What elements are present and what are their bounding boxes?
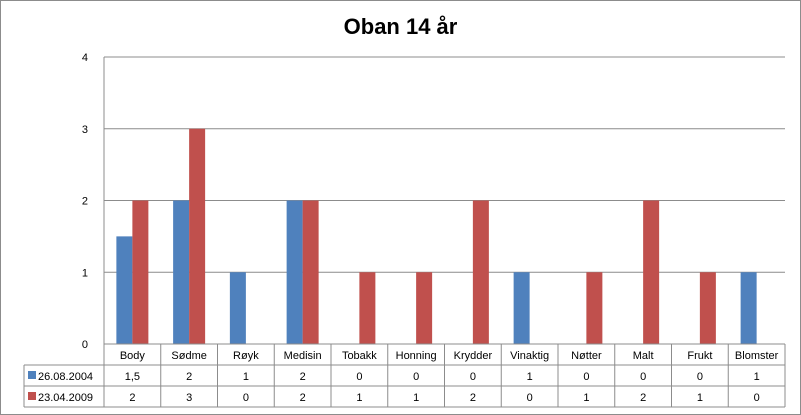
y-tick-label: 3 [82, 124, 88, 136]
bar-1-Medisin [286, 200, 303, 344]
gridlines [103, 56, 785, 345]
bar-2-Medisin [302, 200, 319, 344]
category-label: Medisin [284, 350, 322, 362]
table-cell-value: 1 [356, 392, 362, 404]
y-tick-label: 1 [82, 267, 88, 279]
y-axis-ticks: 0 1 2 3 4 [82, 52, 88, 351]
chart-title: Oban 14 år [343, 14, 458, 39]
bar-2-Malt [643, 200, 660, 344]
table-cell-value: 0 [527, 392, 533, 404]
category-label: Honning [396, 350, 437, 362]
category-label: Frukt [687, 350, 712, 362]
category-label: Body [120, 350, 146, 362]
table-cell-value: 3 [186, 392, 192, 404]
table-cell-value: 2 [300, 371, 306, 383]
category-label: Sødme [171, 350, 206, 362]
legend-key-2 [28, 392, 36, 400]
bar-1-Blomster [740, 272, 757, 344]
table-cell-value: 1,5 [125, 371, 140, 383]
category-label: Krydder [454, 350, 493, 362]
table-cell-value: 2 [129, 392, 135, 404]
category-label: Blomster [735, 350, 779, 362]
table-cell-value: 0 [470, 371, 476, 383]
table-cell-value: 1 [413, 392, 419, 404]
bar-2-Tobakk [359, 272, 376, 344]
bar-2-Honning [416, 272, 433, 344]
table-cell-value: 1 [243, 371, 249, 383]
category-label: Malt [633, 350, 654, 362]
bar-2-Sødme [189, 128, 206, 344]
category-label: Tobakk [342, 350, 377, 362]
bar-2-Frukt [699, 272, 716, 344]
table-cell-value: 2 [186, 371, 192, 383]
table-cell-value: 1 [697, 392, 703, 404]
legend-key-1 [28, 371, 36, 379]
table-cell-value: 0 [583, 371, 589, 383]
table-cell-value: 0 [640, 371, 646, 383]
series-name-2: 23.04.2009 [38, 392, 93, 404]
category-label: Vinaktig [510, 350, 549, 362]
bar-1-Vinaktig [513, 272, 530, 344]
table-cell-value: 0 [243, 392, 249, 404]
table-cell-value: 2 [300, 392, 306, 404]
table-cell-value: 0 [697, 371, 703, 383]
y-tick-label: 0 [82, 339, 88, 351]
bar-2-Krydder [472, 200, 489, 344]
table-cell-value: 0 [356, 371, 362, 383]
table-cell-value: 1 [754, 371, 760, 383]
data-table: Body Sødme Røyk Medisin Tobakk Honning Krydder… [23, 343, 786, 408]
table-cell-value: 1 [583, 392, 589, 404]
table-cell-value: 0 [754, 392, 760, 404]
category-label: Nøtter [571, 350, 602, 362]
table-cell-value: 2 [470, 392, 476, 404]
category-label: Røyk [233, 350, 259, 362]
bar-1-Sødme [173, 200, 190, 344]
series-name-1: 26.08.2004 [38, 371, 93, 383]
y-tick-label: 2 [82, 196, 88, 208]
y-tick-label: 4 [82, 52, 88, 64]
bar-1-Body [116, 236, 133, 344]
bar-2-Nøtter [586, 272, 603, 344]
bar-2-Body [132, 200, 149, 344]
table-cell-value: 1 [527, 371, 533, 383]
bars [116, 128, 757, 344]
bar-1-Røyk [229, 272, 246, 344]
table-cell-value: 2 [640, 392, 646, 404]
table-cell-value: 0 [413, 371, 419, 383]
